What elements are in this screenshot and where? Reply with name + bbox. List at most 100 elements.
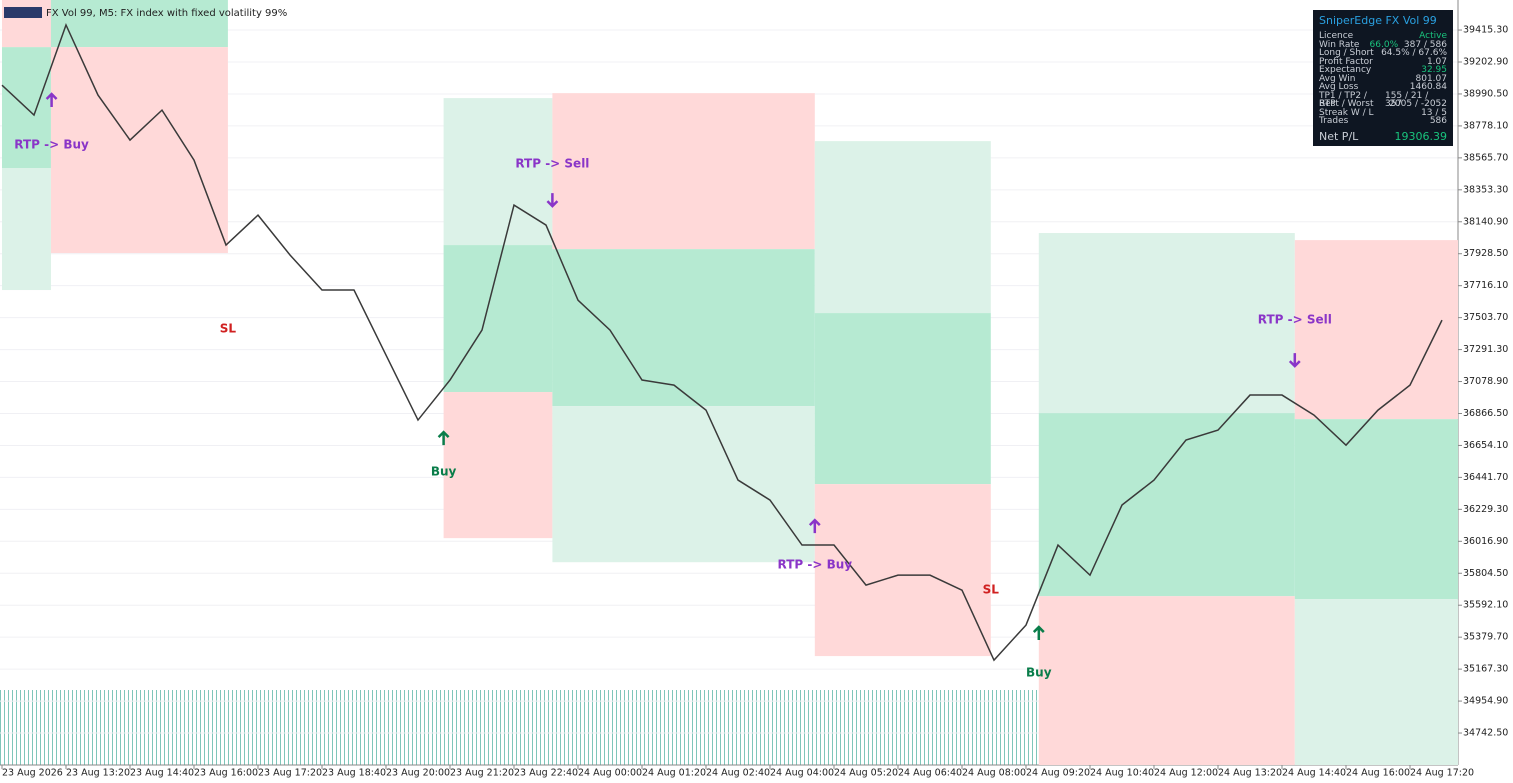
- net-value: 19306.39: [1394, 129, 1448, 143]
- row-values: 32.95: [1421, 66, 1447, 75]
- signal-arrow: [437, 430, 450, 446]
- x-tick-label: 24 Aug 01:20: [642, 768, 706, 779]
- y-tick-label: 35379.70: [1463, 632, 1508, 643]
- annotation: RTP -> Buy: [778, 558, 853, 572]
- panel-row: Streak W / L 13 / 5: [1319, 107, 1447, 118]
- zone: [1038, 596, 1295, 765]
- row-values: 66.0% 387 / 586: [1369, 39, 1447, 50]
- zone: [2, 168, 51, 291]
- row-value: 13 / 5: [1421, 107, 1447, 118]
- y-tick-label: 38140.90: [1463, 216, 1508, 227]
- zone: [1038, 233, 1295, 414]
- x-tick-label: 23 Aug 18:40: [322, 768, 386, 779]
- row-values: 586: [1430, 117, 1447, 126]
- panel-row: Expectancy 32.95: [1319, 66, 1447, 75]
- annotation: RTP -> Sell: [515, 156, 589, 170]
- panel-row: Trades 586: [1319, 117, 1447, 126]
- x-tick-label: 23 Aug 16:00: [194, 768, 258, 779]
- zone: [1294, 419, 1458, 600]
- x-tick-label: 24 Aug 16:00: [1346, 768, 1410, 779]
- row-values: Active: [1419, 32, 1447, 41]
- y-tick-label: 36654.10: [1463, 440, 1508, 451]
- row-value: 66.0%: [1369, 39, 1399, 50]
- row-values: 2005 / -2052: [1389, 100, 1447, 109]
- panel-row: Long / Short 64.5% / 67.6%: [1319, 49, 1447, 58]
- panel-title: SniperEdge FX Vol 99: [1319, 14, 1437, 27]
- annotation: Buy: [431, 465, 457, 479]
- x-tick-label: 24 Aug 17:20: [1410, 768, 1474, 779]
- row-label: Avg Win: [1319, 73, 1356, 84]
- y-tick-label: 37291.30: [1463, 344, 1508, 355]
- y-tick-label: 34954.90: [1463, 696, 1508, 707]
- x-tick-label: 24 Aug 06:40: [898, 768, 962, 779]
- x-tick-label: 23 Aug 21:20: [450, 768, 514, 779]
- zone: [814, 484, 991, 657]
- row-label: Profit Factor: [1319, 56, 1373, 67]
- x-tick-label: 24 Aug 10:40: [1090, 768, 1154, 779]
- row-label: Best / Worst: [1319, 99, 1374, 109]
- annotation: Buy: [1026, 666, 1052, 680]
- x-tick-label: 23 Aug 17:20: [258, 768, 322, 779]
- row-values: 13 / 5: [1421, 107, 1447, 118]
- y-tick-label: 38565.70: [1463, 152, 1508, 163]
- y-tick-label: 38353.30: [1463, 184, 1508, 195]
- x-tick-label: 24 Aug 09:20: [1026, 768, 1090, 779]
- y-tick-label: 39415.30: [1463, 25, 1508, 36]
- zone: [1038, 413, 1295, 597]
- row-value: 155 / 21 / 357: [1384, 90, 1429, 109]
- annotation: SL: [983, 583, 1000, 597]
- zone: [443, 392, 553, 539]
- panel-row: Avg Win 801.07: [1319, 73, 1447, 84]
- row-label: TP1 / TP2 / RTP: [1319, 90, 1367, 109]
- panel-row: Best / Worst 2005 / -2052: [1319, 100, 1447, 109]
- stats-panel: SniperEdge FX Vol 99 Licence Active Win Ra…: [1313, 10, 1453, 146]
- y-tick-label: 37716.10: [1463, 280, 1508, 291]
- y-tick-label: 35167.30: [1463, 664, 1508, 675]
- row-value: 1460.84: [1409, 82, 1447, 92]
- y-tick-label: 36441.70: [1463, 472, 1508, 483]
- zone: [814, 313, 991, 485]
- x-tick-label: 24 Aug 08:00: [962, 768, 1026, 779]
- y-tick-label: 36866.50: [1463, 408, 1508, 419]
- row-label: Avg Loss: [1319, 82, 1359, 92]
- zone: [50, 0, 228, 48]
- row-values: 155 / 21 / 357: [1385, 91, 1447, 108]
- net-row: Net P/L 19306.39: [1319, 130, 1447, 143]
- x-tick-label: 23 Aug 20:00: [386, 768, 450, 779]
- zone: [552, 406, 815, 563]
- y-tick-label: 37078.90: [1463, 376, 1508, 387]
- y-tick-label: 37503.70: [1463, 312, 1508, 323]
- signal-arrow: [808, 518, 821, 534]
- row-label: Trades: [1319, 116, 1349, 126]
- zone: [1294, 599, 1458, 765]
- row-value: 586: [1429, 116, 1447, 126]
- y-tick-label: 37928.50: [1463, 248, 1508, 259]
- y-tick-label: 35592.10: [1463, 600, 1508, 611]
- y-tick-label: 36016.90: [1463, 536, 1508, 547]
- x-tick-label: 24 Aug 14:40: [1282, 768, 1346, 779]
- row-value: 1.07: [1426, 56, 1447, 67]
- row-value: 32.95: [1421, 65, 1447, 75]
- chart-title: FX Vol 99, M5: FX index with fixed volat…: [46, 8, 287, 19]
- row-values: 1460.84: [1410, 83, 1447, 92]
- panel-row: Avg Loss 1460.84: [1319, 83, 1447, 92]
- signal-arrow: [546, 193, 559, 208]
- price-line: [1, 22, 1443, 662]
- signal-arrow: [45, 92, 58, 108]
- signal-arrow: [1032, 625, 1045, 641]
- zone: [814, 141, 991, 314]
- row-label: Expectancy: [1319, 65, 1372, 75]
- y-tick-label: 36229.30: [1463, 504, 1508, 515]
- y-tick-label: 38990.50: [1463, 88, 1508, 99]
- x-tick-label: 24 Aug 05:20: [834, 768, 898, 779]
- x-tick-label: 24 Aug 04:00: [770, 768, 834, 779]
- row-value: Active: [1419, 31, 1447, 41]
- x-tick-label: 23 Aug 13:20: [66, 768, 130, 779]
- annotation: RTP -> Buy: [14, 138, 89, 152]
- row-values: 64.5% / 67.6%: [1381, 49, 1447, 58]
- x-tick-label: 23 Aug 2026: [2, 768, 63, 779]
- row-label: Win Rate: [1319, 39, 1360, 50]
- zone: [443, 98, 553, 246]
